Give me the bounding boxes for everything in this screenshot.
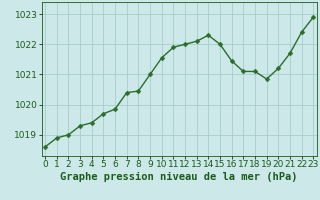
X-axis label: Graphe pression niveau de la mer (hPa): Graphe pression niveau de la mer (hPa) [60, 172, 298, 182]
